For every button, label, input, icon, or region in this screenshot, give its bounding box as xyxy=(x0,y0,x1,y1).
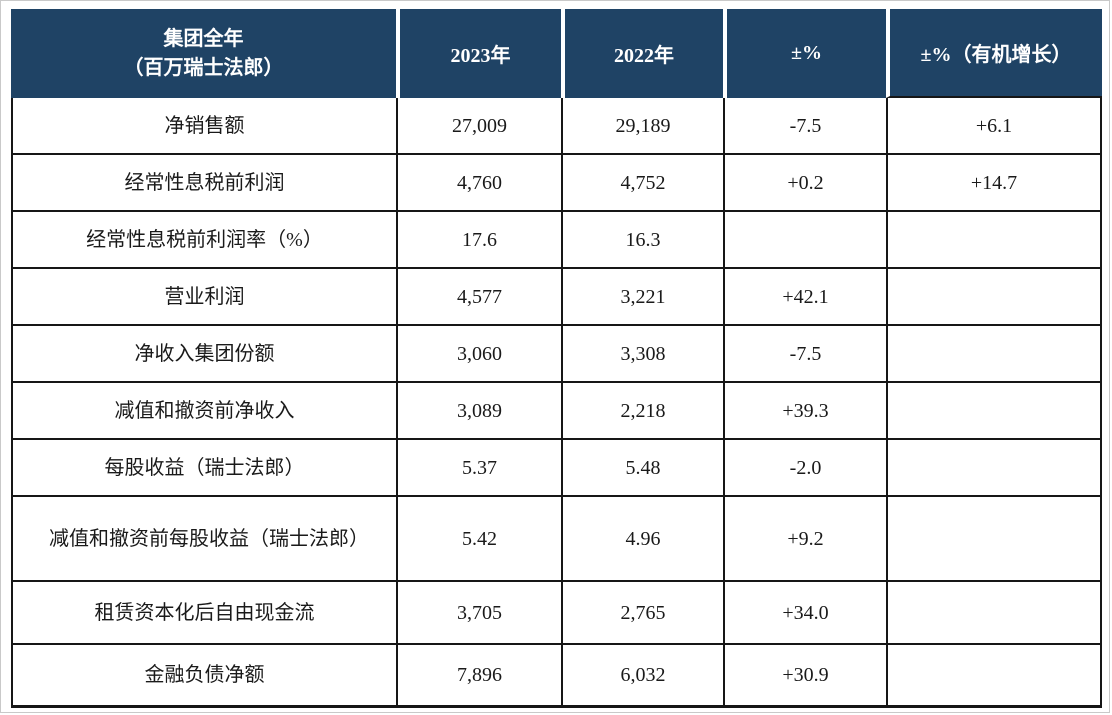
row-label: 每股收益（瑞士法郎） xyxy=(11,440,396,497)
value-2022: 29,189 xyxy=(561,98,723,155)
organic-change-pct xyxy=(886,383,1102,440)
value-2023: 5.42 xyxy=(396,497,561,582)
table-row-free-cash-flow: 租赁资本化后自由现金流 3,705 2,765 +34.0 xyxy=(11,582,1102,645)
table-row-net-income-group-share: 净收入集团份额 3,060 3,308 -7.5 xyxy=(11,326,1102,383)
table-row-net-financial-debt: 金融负债净额 7,896 6,032 +30.9 xyxy=(11,645,1102,708)
value-2023: 27,009 xyxy=(396,98,561,155)
change-pct xyxy=(723,212,886,269)
row-label: 租赁资本化后自由现金流 xyxy=(11,582,396,645)
value-2023: 4,577 xyxy=(396,269,561,326)
value-2022: 4.96 xyxy=(561,497,723,582)
row-label: 营业利润 xyxy=(11,269,396,326)
row-label: 净销售额 xyxy=(11,98,396,155)
col-header-organic-change-pct: ±%（有机增长） xyxy=(886,9,1102,98)
change-pct: -2.0 xyxy=(723,440,886,497)
organic-change-pct xyxy=(886,326,1102,383)
value-2022: 3,221 xyxy=(561,269,723,326)
organic-change-pct: +14.7 xyxy=(886,155,1102,212)
change-pct: +39.3 xyxy=(723,383,886,440)
row-label: 经常性息税前利润率（%） xyxy=(11,212,396,269)
change-pct: -7.5 xyxy=(723,326,886,383)
value-2023: 7,896 xyxy=(396,645,561,708)
table-row-recurring-ebit-margin: 经常性息税前利润率（%） 17.6 16.3 xyxy=(11,212,1102,269)
organic-change-pct xyxy=(886,212,1102,269)
value-2023: 17.6 xyxy=(396,212,561,269)
value-2022: 2,218 xyxy=(561,383,723,440)
value-2022: 3,308 xyxy=(561,326,723,383)
change-pct: -7.5 xyxy=(723,98,886,155)
change-pct: +42.1 xyxy=(723,269,886,326)
organic-change-pct: +6.1 xyxy=(886,98,1102,155)
organic-change-pct xyxy=(886,440,1102,497)
value-2022: 6,032 xyxy=(561,645,723,708)
table-row-operating-profit: 营业利润 4,577 3,221 +42.1 xyxy=(11,269,1102,326)
value-2023: 3,060 xyxy=(396,326,561,383)
row-label: 减值和撤资前净收入 xyxy=(11,383,396,440)
col-header-group-title: 集团全年 （百万瑞士法郎） xyxy=(11,9,396,98)
row-label: 净收入集团份额 xyxy=(11,326,396,383)
value-2023: 3,089 xyxy=(396,383,561,440)
col-header-2023: 2023年 xyxy=(396,9,561,98)
row-label: 经常性息税前利润 xyxy=(11,155,396,212)
value-2022: 16.3 xyxy=(561,212,723,269)
value-2022: 5.48 xyxy=(561,440,723,497)
change-pct: +34.0 xyxy=(723,582,886,645)
table-row-recurring-ebit: 经常性息税前利润 4,760 4,752 +0.2 +14.7 xyxy=(11,155,1102,212)
change-pct: +0.2 xyxy=(723,155,886,212)
table-header: 集团全年 （百万瑞士法郎） 2023年 2022年 ±% ±%（有机增长） xyxy=(11,9,1102,98)
value-2023: 3,705 xyxy=(396,582,561,645)
col-header-change-pct: ±% xyxy=(723,9,886,98)
financial-table: 集团全年 （百万瑞士法郎） 2023年 2022年 ±% ±%（有机增长） 净销… xyxy=(11,9,1102,708)
change-pct: +9.2 xyxy=(723,497,886,582)
row-label: 金融负债净额 xyxy=(11,645,396,708)
value-2022: 2,765 xyxy=(561,582,723,645)
value-2022: 4,752 xyxy=(561,155,723,212)
table-row-net-sales: 净销售额 27,009 29,189 -7.5 +6.1 xyxy=(11,98,1102,155)
table-row-net-income-before-impairment: 减值和撤资前净收入 3,089 2,218 +39.3 xyxy=(11,383,1102,440)
change-pct: +30.9 xyxy=(723,645,886,708)
table-body: 净销售额 27,009 29,189 -7.5 +6.1 经常性息税前利润 4,… xyxy=(11,98,1102,708)
organic-change-pct xyxy=(886,497,1102,582)
value-2023: 4,760 xyxy=(396,155,561,212)
value-2023: 5.37 xyxy=(396,440,561,497)
organic-change-pct xyxy=(886,269,1102,326)
organic-change-pct xyxy=(886,582,1102,645)
table-row-eps-before-impairment: 减值和撤资前每股收益（瑞士法郎） 5.42 4.96 +9.2 xyxy=(11,497,1102,582)
organic-change-pct xyxy=(886,645,1102,708)
table-row-eps: 每股收益（瑞士法郎） 5.37 5.48 -2.0 xyxy=(11,440,1102,497)
col-header-2022: 2022年 xyxy=(561,9,723,98)
row-label: 减值和撤资前每股收益（瑞士法郎） xyxy=(11,497,396,582)
header-row: 集团全年 （百万瑞士法郎） 2023年 2022年 ±% ±%（有机增长） xyxy=(11,9,1102,98)
